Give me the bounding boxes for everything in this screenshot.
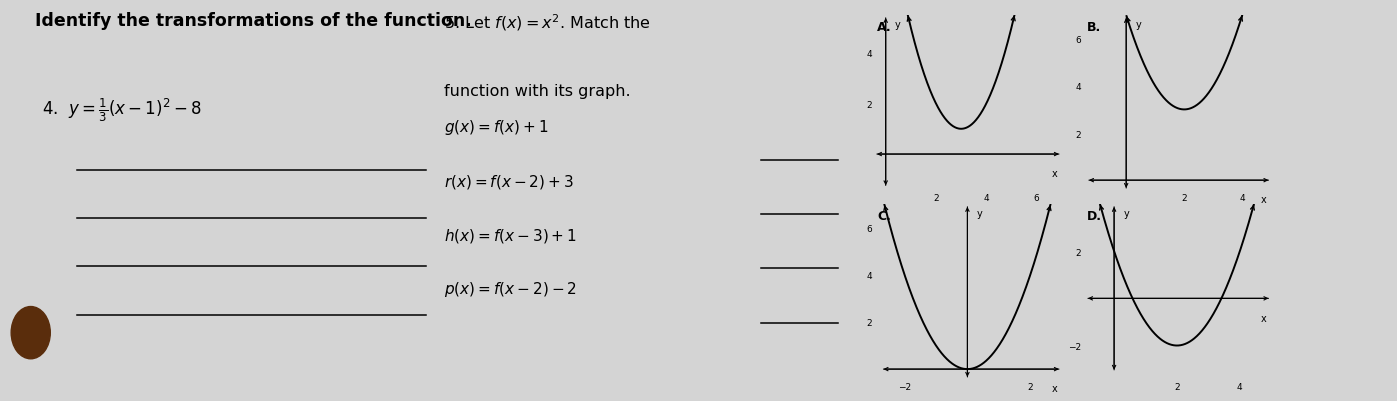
- Text: B.: B.: [1087, 21, 1101, 34]
- Text: $r(x) = f(x - 2) + 3$: $r(x) = f(x - 2) + 3$: [444, 172, 574, 190]
- Text: function with its graph.: function with its graph.: [444, 84, 631, 99]
- Text: Identify the transformations of the function.: Identify the transformations of the func…: [35, 12, 472, 30]
- Text: $h(x) = f(x - 3) + 1$: $h(x) = f(x - 3) + 1$: [444, 227, 577, 245]
- Text: x: x: [1052, 383, 1058, 393]
- Text: x: x: [1261, 195, 1267, 205]
- Text: y: y: [895, 20, 901, 30]
- Text: A.: A.: [877, 21, 891, 34]
- Text: D.: D.: [1087, 210, 1101, 223]
- Text: y: y: [1136, 20, 1141, 30]
- Text: $p(x) = f(x - 2) - 2$: $p(x) = f(x - 2) - 2$: [444, 280, 577, 299]
- Text: $g(x) = f(x) + 1$: $g(x) = f(x) + 1$: [444, 117, 549, 136]
- Text: C.: C.: [877, 210, 891, 223]
- Text: y: y: [977, 208, 982, 218]
- Text: 4.  $y = \frac{1}{3}(x - 1)^2 - 8$: 4. $y = \frac{1}{3}(x - 1)^2 - 8$: [42, 96, 201, 124]
- Ellipse shape: [11, 307, 50, 359]
- Text: y: y: [1123, 208, 1129, 218]
- Text: x: x: [1261, 313, 1267, 323]
- Text: 5. Let $f(x) = x^2$. Match the: 5. Let $f(x) = x^2$. Match the: [444, 12, 651, 32]
- Text: x: x: [1052, 169, 1058, 179]
